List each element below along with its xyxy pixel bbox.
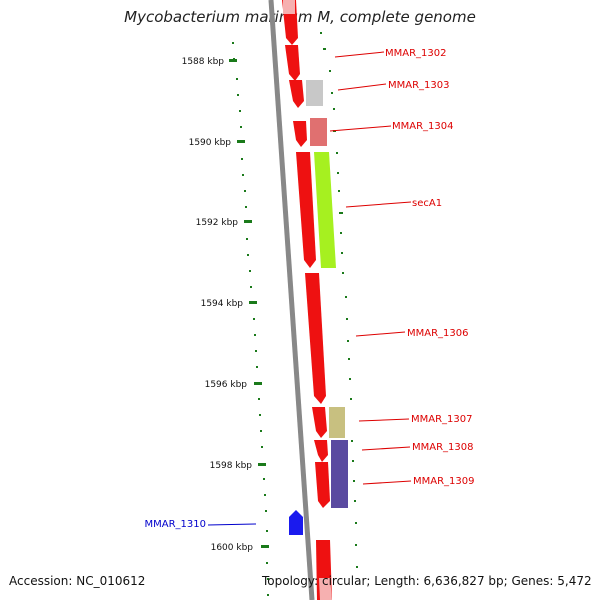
cds-arrow[interactable] bbox=[305, 273, 326, 404]
tick-label: 1598 kbp bbox=[210, 461, 253, 471]
cds-arrow-top-fade bbox=[283, 0, 295, 14]
leader-line bbox=[334, 51, 385, 58]
cds-arrow[interactable] bbox=[293, 121, 307, 147]
leader-line bbox=[361, 446, 411, 451]
leader-line bbox=[345, 201, 412, 208]
tick-mark bbox=[237, 140, 245, 143]
gene-label-mmar-1308[interactable]: MMAR_1308 bbox=[412, 442, 474, 453]
topology-label: Topology: circular; Length: 6,636,827 bp… bbox=[262, 574, 592, 588]
tick-label: 1590 kbp bbox=[189, 138, 232, 148]
feature-box-mmar-1303[interactable] bbox=[306, 80, 323, 106]
gene-label-mmar-1302[interactable]: MMAR_1302 bbox=[385, 48, 447, 59]
leader-line bbox=[329, 125, 392, 132]
tick-mark bbox=[229, 59, 237, 62]
feature-track bbox=[306, 80, 348, 508]
leader-line bbox=[362, 480, 412, 485]
kbp-tick-labels: 1588 kbp 1590 kbp 1592 kbp 1594 kbp 1596… bbox=[182, 57, 254, 553]
tick-mark bbox=[258, 463, 266, 466]
gene-labels: MMAR_1302 MMAR_1303 MMAR_1304 secA1 MMAR… bbox=[145, 48, 475, 530]
gene-label-mmar-1306[interactable]: MMAR_1306 bbox=[407, 328, 469, 339]
genome-backbone bbox=[268, 0, 315, 600]
feature-box-mmar-1307[interactable] bbox=[329, 407, 345, 438]
cds-arrow[interactable] bbox=[296, 152, 316, 268]
tick-mark bbox=[244, 220, 252, 223]
outer-dotted-ruler-left bbox=[232, 42, 269, 596]
label-leaders bbox=[207, 51, 412, 526]
tick-label: 1588 kbp bbox=[182, 57, 225, 67]
accession-label: Accession: NC_010612 bbox=[9, 574, 146, 588]
kbp-ticks bbox=[229, 59, 269, 548]
feature-box-mmar-1304[interactable] bbox=[310, 118, 327, 146]
feature-box-mmar-1308-1309[interactable] bbox=[331, 440, 348, 508]
tick-label: 1596 kbp bbox=[205, 380, 248, 390]
cds-arrow[interactable] bbox=[312, 407, 327, 438]
tick-mark bbox=[261, 545, 269, 548]
feature-box-seca1[interactable] bbox=[314, 152, 336, 268]
tick-mark bbox=[249, 301, 257, 304]
tick-label: 1592 kbp bbox=[196, 218, 239, 228]
cds-track bbox=[282, 0, 332, 600]
cds-arrow[interactable] bbox=[314, 440, 328, 462]
gene-label-mmar-1303[interactable]: MMAR_1303 bbox=[388, 80, 450, 91]
tick-label: 1594 kbp bbox=[201, 299, 244, 309]
cds-arrow-tail bbox=[319, 578, 332, 600]
cds-arrow-reverse[interactable] bbox=[289, 510, 303, 535]
map-title: Mycobacterium marinum M, complete genome bbox=[124, 8, 476, 26]
gene-label-mmar-1307[interactable]: MMAR_1307 bbox=[411, 414, 473, 425]
gene-label-mmar-1310[interactable]: MMAR_1310 bbox=[145, 519, 207, 530]
leader-line bbox=[358, 418, 410, 422]
leader-line bbox=[355, 331, 406, 337]
leader-line bbox=[337, 83, 387, 91]
tick-label: 1600 kbp bbox=[211, 543, 254, 553]
cds-arrow[interactable] bbox=[289, 80, 304, 108]
tick-mark bbox=[254, 382, 262, 385]
cds-arrow[interactable] bbox=[315, 462, 330, 508]
leader-line bbox=[207, 523, 257, 526]
cds-arrow[interactable] bbox=[285, 45, 300, 81]
gene-label-mmar-1309[interactable]: MMAR_1309 bbox=[413, 476, 475, 487]
gene-label-seca1[interactable]: secA1 bbox=[412, 198, 442, 209]
gene-label-mmar-1304[interactable]: MMAR_1304 bbox=[392, 121, 454, 132]
